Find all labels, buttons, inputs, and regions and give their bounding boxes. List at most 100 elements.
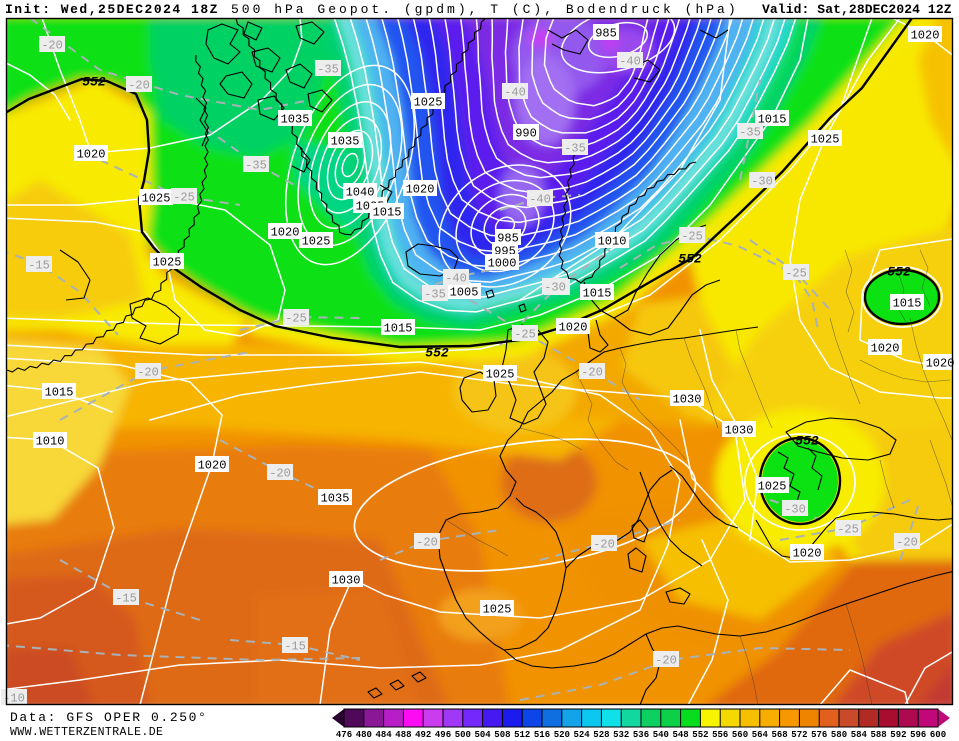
- svg-text:584: 584: [851, 730, 868, 740]
- svg-text:1015: 1015: [758, 113, 787, 127]
- svg-text:500 hPa Geopot. (gpdm), T (C),: 500 hPa Geopot. (gpdm), T (C), Bodendruc…: [231, 2, 739, 17]
- svg-text:512: 512: [514, 730, 530, 740]
- svg-text:-35: -35: [424, 288, 446, 302]
- svg-text:WWW.WETTERZENTRALE.DE: WWW.WETTERZENTRALE.DE: [10, 726, 163, 739]
- svg-text:-10: -10: [3, 692, 25, 706]
- svg-text:-35: -35: [245, 159, 267, 173]
- svg-text:1015: 1015: [583, 287, 612, 301]
- svg-text:-30: -30: [784, 503, 806, 517]
- svg-text:592: 592: [890, 730, 906, 740]
- svg-text:600: 600: [930, 730, 946, 740]
- svg-text:-20: -20: [269, 467, 291, 481]
- svg-text:1030: 1030: [332, 574, 361, 588]
- svg-text:-30: -30: [751, 175, 773, 189]
- svg-text:1015: 1015: [384, 322, 413, 336]
- svg-text:-20: -20: [128, 79, 150, 93]
- svg-text:-20: -20: [416, 536, 438, 550]
- svg-text:1015: 1015: [373, 206, 402, 220]
- svg-text:532: 532: [613, 730, 629, 740]
- svg-text:-40: -40: [445, 272, 467, 286]
- svg-text:480: 480: [356, 730, 372, 740]
- svg-text:990: 990: [515, 127, 537, 141]
- svg-text:1035: 1035: [281, 113, 310, 127]
- svg-text:1000: 1000: [488, 257, 517, 271]
- svg-text:Valid: Sat,28DEC2024 12Z: Valid: Sat,28DEC2024 12Z: [762, 2, 952, 17]
- svg-text:1030: 1030: [725, 424, 754, 438]
- svg-text:556: 556: [712, 730, 728, 740]
- svg-text:1025: 1025: [142, 192, 171, 206]
- svg-text:1025: 1025: [302, 235, 331, 249]
- svg-text:580: 580: [831, 730, 847, 740]
- svg-text:-25: -25: [285, 312, 307, 326]
- svg-text:-40: -40: [504, 86, 526, 100]
- svg-text:528: 528: [593, 730, 609, 740]
- svg-text:-25: -25: [514, 328, 536, 342]
- svg-text:1010: 1010: [36, 435, 65, 449]
- svg-text:-25: -25: [173, 191, 195, 205]
- svg-text:548: 548: [672, 730, 688, 740]
- svg-text:-15: -15: [284, 640, 306, 654]
- svg-text:Data: GFS OPER 0.250°: Data: GFS OPER 0.250°: [10, 710, 207, 725]
- svg-text:1040: 1040: [346, 186, 375, 200]
- svg-text:-40: -40: [619, 55, 641, 69]
- svg-text:1020: 1020: [271, 226, 300, 240]
- svg-text:-35: -35: [564, 142, 586, 156]
- svg-text:552: 552: [887, 265, 911, 280]
- svg-text:476: 476: [336, 730, 352, 740]
- svg-text:1035: 1035: [331, 135, 360, 149]
- svg-text:1020: 1020: [911, 29, 940, 43]
- svg-text:560: 560: [732, 730, 748, 740]
- svg-text:488: 488: [395, 730, 411, 740]
- svg-text:576: 576: [811, 730, 827, 740]
- svg-text:1025: 1025: [414, 96, 443, 110]
- svg-text:572: 572: [791, 730, 807, 740]
- svg-text:985: 985: [595, 27, 617, 41]
- svg-text:-15: -15: [115, 592, 137, 606]
- svg-text:-35: -35: [317, 63, 339, 77]
- svg-text:492: 492: [415, 730, 431, 740]
- svg-text:1020: 1020: [77, 148, 106, 162]
- svg-text:564: 564: [752, 730, 769, 740]
- svg-text:-25: -25: [837, 523, 859, 537]
- svg-text:-25: -25: [785, 267, 807, 281]
- svg-text:540: 540: [653, 730, 669, 740]
- svg-text:500: 500: [455, 730, 471, 740]
- svg-text:508: 508: [494, 730, 510, 740]
- svg-text:1020: 1020: [871, 342, 900, 356]
- svg-text:536: 536: [633, 730, 649, 740]
- svg-text:-20: -20: [137, 366, 159, 380]
- svg-text:1025: 1025: [153, 256, 182, 270]
- svg-text:596: 596: [910, 730, 926, 740]
- svg-text:Init: Wed,25DEC2024 18Z: Init: Wed,25DEC2024 18Z: [5, 2, 219, 17]
- svg-text:1025: 1025: [483, 603, 512, 617]
- svg-text:-20: -20: [896, 536, 918, 550]
- svg-text:1020: 1020: [406, 183, 435, 197]
- svg-text:-25: -25: [681, 230, 703, 244]
- svg-text:-20: -20: [655, 654, 677, 668]
- svg-text:524: 524: [573, 730, 590, 740]
- svg-text:-15: -15: [28, 259, 50, 273]
- svg-text:1010: 1010: [598, 235, 627, 249]
- svg-text:588: 588: [870, 730, 886, 740]
- svg-text:504: 504: [474, 730, 491, 740]
- svg-text:1035: 1035: [321, 492, 350, 506]
- svg-text:520: 520: [554, 730, 570, 740]
- svg-text:552: 552: [795, 434, 819, 449]
- svg-text:1005: 1005: [450, 286, 479, 300]
- svg-text:568: 568: [771, 730, 787, 740]
- svg-text:1025: 1025: [758, 480, 787, 494]
- svg-text:516: 516: [534, 730, 550, 740]
- svg-text:-20: -20: [41, 39, 63, 53]
- svg-text:552: 552: [425, 346, 449, 361]
- svg-text:1015: 1015: [45, 386, 74, 400]
- svg-text:1020: 1020: [793, 547, 822, 561]
- svg-text:-30: -30: [544, 281, 566, 295]
- svg-text:-20: -20: [593, 538, 615, 552]
- svg-text:1015: 1015: [893, 297, 922, 311]
- svg-text:-20: -20: [581, 366, 603, 380]
- svg-text:1025: 1025: [486, 368, 515, 382]
- svg-text:496: 496: [435, 730, 451, 740]
- svg-text:1020: 1020: [559, 321, 588, 335]
- svg-text:1025: 1025: [811, 133, 840, 147]
- svg-text:-35: -35: [739, 126, 761, 140]
